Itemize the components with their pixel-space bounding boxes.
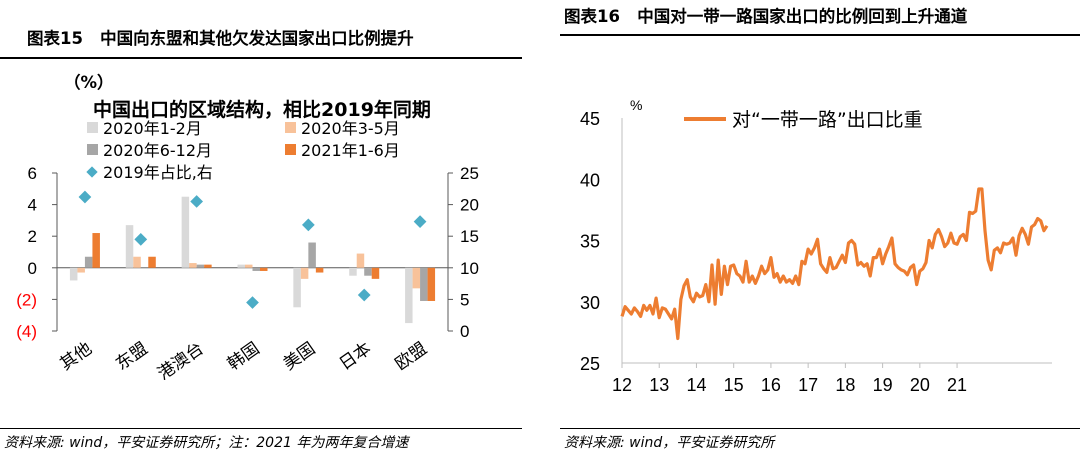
- left-y-tick-label: (2): [16, 290, 37, 309]
- share-marker-0: [78, 190, 92, 204]
- category-label-2: 港澳台: [154, 339, 207, 385]
- right-y-tick-label: 45: [580, 109, 600, 129]
- right-title-rule: [560, 34, 1080, 36]
- bar-6-3: [427, 267, 436, 301]
- bar-3-3: [260, 267, 268, 271]
- legend-label-3: 2021年1-6月: [301, 141, 400, 160]
- legend-swatch-3: [285, 144, 296, 155]
- x-tick-label: 15: [724, 375, 744, 395]
- bar-0-0: [69, 267, 78, 281]
- share-marker-3: [246, 296, 259, 309]
- right-y-tick-label: 25: [580, 354, 600, 374]
- right-y-tick-label: 30: [580, 293, 600, 313]
- share-marker-4: [301, 218, 315, 232]
- left-panel-title: 图表15 中国向东盟和其他欠发达国家出口比例提升 （%）: [4, 6, 414, 138]
- left-source-rule: [0, 428, 522, 429]
- bar-5-1: [356, 253, 365, 268]
- bar-5-3: [371, 267, 380, 279]
- left-y-tick-label: (4): [16, 322, 37, 341]
- legend-label-4: 2019年占比,右: [103, 163, 213, 182]
- right-panel: 图表16 中国对一带一路国家出口的比例回到上升通道 资料来源: wind，平安证…: [560, 0, 1080, 458]
- right-y-tick-label: 20: [460, 196, 479, 215]
- legend-swatch-0: [87, 122, 98, 133]
- x-tick-label: 14: [686, 375, 706, 395]
- left-y-tick-label: 0: [28, 259, 37, 278]
- right-y-tick-label: 35: [580, 232, 600, 252]
- right-y-tick-label: 40: [580, 170, 600, 190]
- right-y-tick-label: 5: [460, 290, 469, 309]
- category-label-6: 欧盟: [392, 339, 431, 375]
- category-label-4: 美国: [280, 339, 319, 375]
- right-y-tick-label: 0: [460, 322, 469, 341]
- bar-6-1: [412, 267, 421, 289]
- x-tick-label: 21: [947, 375, 967, 395]
- x-tick-label: 16: [761, 375, 781, 395]
- legend-label-1: 2020年3-5月: [301, 119, 400, 138]
- bar-4-2: [308, 242, 316, 268]
- bar-3-0: [237, 264, 245, 268]
- right-panel-title: 图表16 中国对一带一路国家出口的比例回到上升通道: [564, 7, 968, 26]
- bar-5-0: [349, 267, 357, 276]
- share-marker-6: [413, 215, 427, 229]
- bar-4-3: [315, 267, 324, 273]
- right-source-rule: [560, 428, 1080, 429]
- legend-swatch-2: [87, 144, 98, 155]
- bar-6-2: [420, 267, 428, 301]
- x-tick-label: 17: [798, 375, 818, 395]
- left-chart-title: 中国出口的区域结构，相比2019年同期: [93, 98, 431, 121]
- right-y-unit: %: [630, 97, 642, 113]
- left-y-tick-label: 6: [28, 164, 37, 183]
- bar-1-2: [140, 267, 149, 269]
- bar-2-0: [181, 196, 190, 268]
- category-label-1: 东盟: [112, 339, 151, 375]
- right-y-tick-label: 10: [460, 259, 479, 278]
- left-panel: 图表15 中国向东盟和其他欠发达国家出口比例提升 （%） 资料来源: wind，…: [0, 0, 522, 458]
- bar-1-1: [133, 256, 141, 268]
- left-panel-title-unit: （%）: [64, 73, 114, 92]
- bar-6-0: [405, 267, 413, 324]
- right-source: 资料来源: wind，平安证券研究所: [564, 435, 775, 451]
- bar-4-0: [293, 267, 301, 308]
- right-line-chart: 25 30 35 40 45% 12 13 14 15 16 17 18 19 20 21 对“一带一路”出口…: [580, 97, 1052, 395]
- x-tick-label: 20: [910, 375, 930, 395]
- legend-marker-4: [86, 166, 98, 178]
- legend-label-0: 2020年1-2月: [103, 119, 202, 138]
- right-y-tick-label: 25: [460, 164, 479, 183]
- bar-0-2: [84, 256, 93, 268]
- left-title-rule: [0, 57, 522, 59]
- bar-3-1: [245, 264, 253, 268]
- bar-1-0: [125, 225, 134, 268]
- bar-5-2: [364, 267, 372, 276]
- bar-4-1: [300, 267, 309, 279]
- category-label-3: 韩国: [224, 339, 263, 375]
- x-tick-label: 13: [649, 375, 669, 395]
- legend-label-2: 2020年6-12月: [103, 141, 212, 160]
- share-marker-1: [134, 232, 148, 246]
- x-tick-label: 18: [835, 375, 855, 395]
- bar-2-1: [189, 263, 197, 268]
- x-tick-label: 19: [873, 375, 893, 395]
- left-source: 资料来源: wind，平安证券研究所；注：2021 年为两年复合增速: [4, 435, 409, 451]
- x-tick-label: 12: [612, 375, 632, 395]
- left-y-tick-label: 2: [28, 227, 37, 246]
- share-marker-5: [357, 288, 371, 302]
- legend-label: 对“一带一路”出口比重: [732, 109, 923, 131]
- bar-3-2: [252, 267, 260, 271]
- bar-0-1: [77, 267, 85, 273]
- category-label-5: 日本: [336, 339, 375, 375]
- bar-0-3: [92, 233, 100, 268]
- series-line: [620, 187, 1049, 341]
- bar-2-3: [204, 264, 212, 268]
- left-y-tick-label: 4: [28, 196, 37, 215]
- share-marker-2: [190, 195, 204, 208]
- right-y-tick-label: 15: [460, 227, 479, 246]
- bar-2-2: [196, 264, 205, 268]
- legend-swatch-1: [285, 122, 296, 133]
- category-label-0: 其他: [56, 339, 95, 375]
- bar-1-3: [148, 256, 156, 268]
